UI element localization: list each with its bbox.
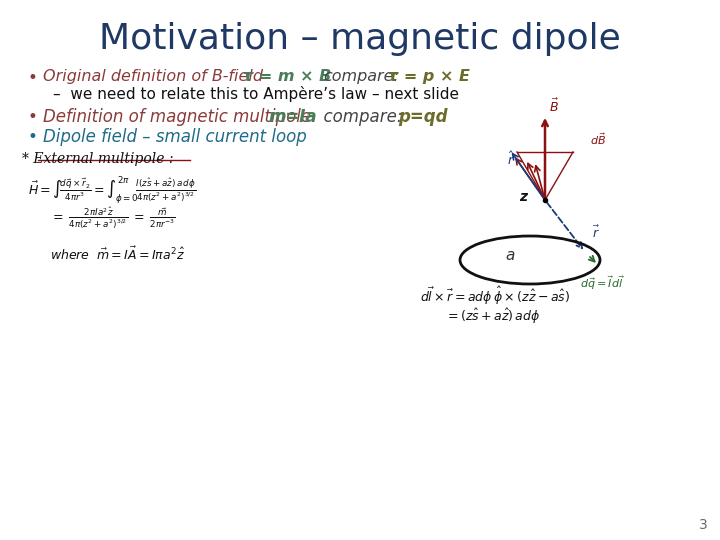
Text: $\hat{r}$: $\hat{r}$ — [507, 151, 515, 168]
Text: $\vec{r}$: $\vec{r}$ — [592, 225, 600, 241]
Text: * External multipole :: * External multipole : — [22, 152, 174, 166]
Text: where $\;\vec{m} = I\vec{A} = I\pi a^2\hat{z}$: where $\;\vec{m} = I\vec{A} = I\pi a^2\h… — [50, 246, 185, 264]
Text: $d\vec{l}\times\vec{r} = ad\phi\,\hat{\phi}\times(z\hat{z}-a\hat{s})$: $d\vec{l}\times\vec{r} = ad\phi\,\hat{\p… — [420, 285, 570, 307]
Text: 3: 3 — [699, 518, 708, 532]
Text: z: z — [519, 190, 527, 204]
Text: $\vec{H} = \int\!\frac{d\vec{q}\times\vec{r}_2}{4\pi r^3}$$ = \int_{\phi=0}^{2\p: $\vec{H} = \int\!\frac{d\vec{q}\times\ve… — [28, 174, 197, 206]
Text: Definition of magnetic multipole: Definition of magnetic multipole — [43, 108, 311, 126]
Text: $d\vec{B}$: $d\vec{B}$ — [590, 131, 606, 147]
Text: τ = m × B: τ = m × B — [243, 69, 331, 84]
Text: $\vec{B}$: $\vec{B}$ — [549, 98, 559, 115]
Text: τ = p × E: τ = p × E — [388, 69, 470, 84]
Text: compare:: compare: — [323, 69, 399, 84]
Text: m=Ia: m=Ia — [268, 108, 317, 126]
Text: a: a — [505, 247, 515, 262]
Text: $d\vec{q}=\vec{I}d\vec{l}$: $d\vec{q}=\vec{I}d\vec{l}$ — [580, 274, 625, 292]
Text: –  we need to relate this to Ampère’s law – next slide: – we need to relate this to Ampère’s law… — [53, 86, 459, 102]
Text: •: • — [28, 108, 38, 126]
Text: Original definition of B-field: Original definition of B-field — [43, 69, 263, 84]
Text: Motivation – magnetic dipole: Motivation – magnetic dipole — [99, 22, 621, 56]
Text: $= (z\hat{s}+a\hat{z})\,ad\phi$: $= (z\hat{s}+a\hat{z})\,ad\phi$ — [445, 307, 540, 326]
Text: Dipole field – small current loop: Dipole field – small current loop — [43, 128, 307, 146]
Text: compare:: compare: — [313, 108, 402, 126]
Text: •: • — [28, 128, 38, 146]
Text: $= \;\frac{2\pi I a^2\hat{z}}{4\pi(z^2+a^2)^{3/2}}$$\;=\; \frac{\vec{m}}{2\pi r^: $= \;\frac{2\pi I a^2\hat{z}}{4\pi(z^2+a… — [50, 205, 176, 231]
Text: p=qd: p=qd — [398, 108, 448, 126]
Text: •: • — [28, 69, 38, 87]
